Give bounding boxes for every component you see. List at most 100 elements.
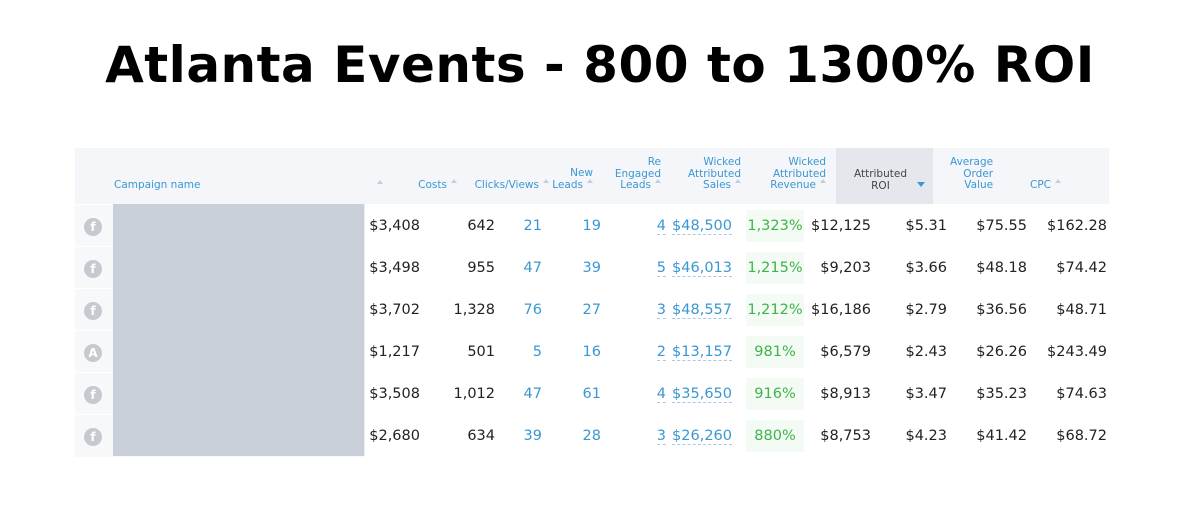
- cell-aov: $36.56: [976, 302, 1027, 318]
- cell-cpc_a: $2.79: [905, 302, 947, 318]
- cell-wicked_sales[interactable]: $48,500: [672, 205, 732, 247]
- cell-cpc_b: $48.71: [1056, 302, 1107, 318]
- col-new-leads[interactable]: New Leads: [552, 167, 593, 191]
- col-re-engaged-leads[interactable]: Re Engaged Leads: [614, 156, 661, 191]
- sort-icon: [1055, 179, 1061, 183]
- cell-wicked_sales[interactable]: $48,557: [672, 289, 732, 331]
- wicked_sales-link[interactable]: $35,650: [672, 386, 732, 403]
- cell-wicked_sales[interactable]: $46,013: [672, 247, 732, 289]
- campaign-table: Campaign name Costs Clicks/Views New Lea…: [75, 148, 1109, 457]
- facebook-icon: f: [84, 302, 102, 320]
- cell-revenue: $6,579: [820, 344, 871, 360]
- redacted-campaign-names: [113, 204, 364, 456]
- cell-aov: $35.23: [976, 386, 1027, 402]
- cell-clicks: 642: [467, 218, 495, 234]
- cell-revenue: $8,913: [820, 386, 871, 402]
- cell-clicks: 955: [467, 260, 495, 276]
- cell-views: 39: [523, 428, 542, 444]
- cell-re_engaged[interactable]: 5: [656, 247, 666, 289]
- roi-badge: 916%: [746, 378, 804, 410]
- cell-cpc_b: $74.42: [1056, 260, 1107, 276]
- roi-badge: 981%: [746, 336, 804, 368]
- cell-cpc_a: $3.47: [905, 386, 947, 402]
- page-title: Atlanta Events - 800 to 1300% ROI: [105, 36, 1095, 94]
- cell-views: 76: [523, 302, 542, 318]
- facebook-icon: f: [84, 218, 102, 236]
- cell-cpc_a: $2.43: [905, 344, 947, 360]
- cell-cpc_b: $68.72: [1056, 428, 1107, 444]
- col-costs[interactable]: Costs: [418, 179, 457, 192]
- re_engaged-link[interactable]: 2: [656, 344, 666, 361]
- cell-views: 47: [523, 386, 542, 402]
- col-clicks-views[interactable]: Clicks/Views: [475, 179, 549, 192]
- col-campaign-name[interactable]: Campaign name: [114, 179, 201, 191]
- cell-costs: $3,508: [369, 386, 420, 402]
- cell-revenue: $12,125: [811, 218, 871, 234]
- cell-revenue: $16,186: [811, 302, 871, 318]
- roi-badge: 880%: [746, 420, 804, 452]
- adwords-icon: A: [84, 344, 102, 362]
- cell-re_engaged[interactable]: 4: [656, 373, 666, 415]
- divider: [364, 204, 365, 456]
- cell-new_leads: 39: [582, 260, 601, 276]
- col-cpc[interactable]: CPC: [1030, 179, 1061, 192]
- sort-icon[interactable]: [377, 180, 383, 184]
- cell-aov: $48.18: [976, 260, 1027, 276]
- wicked_sales-link[interactable]: $48,557: [672, 302, 732, 319]
- sort-icon: [587, 178, 593, 183]
- cell-costs: $1,217: [369, 344, 420, 360]
- roi-badge: 1,212%: [746, 294, 804, 326]
- cell-aov: $26.26: [976, 344, 1027, 360]
- cell-cpc_b: $162.28: [1047, 218, 1107, 234]
- cell-clicks: 501: [467, 344, 495, 360]
- cell-costs: $2,680: [369, 428, 420, 444]
- cell-cpc_a: $4.23: [905, 428, 947, 444]
- cell-cpc_a: $3.66: [905, 260, 947, 276]
- wicked_sales-link[interactable]: $46,013: [672, 260, 732, 277]
- cell-clicks: 1,328: [453, 302, 495, 318]
- wicked_sales-link[interactable]: $48,500: [672, 218, 732, 235]
- re_engaged-link[interactable]: 3: [656, 302, 666, 319]
- col-average-order-value[interactable]: Average Order Value: [950, 156, 994, 191]
- cell-views: 21: [523, 218, 542, 234]
- sort-icon: [655, 179, 661, 183]
- col-wicked-attributed-sales[interactable]: Wicked Attributed Sales: [687, 156, 741, 191]
- cell-wicked_sales[interactable]: $13,157: [672, 331, 732, 373]
- cell-cpc_a: $5.31: [905, 218, 947, 234]
- cell-aov: $41.42: [976, 428, 1027, 444]
- col-wicked-attributed-revenue[interactable]: Wicked Attributed Revenue: [770, 156, 826, 191]
- re_engaged-link[interactable]: 5: [656, 260, 666, 277]
- table-row[interactable]: f $3,408 642 21 19 4 $48,500 $12,125 $5.31 $75.55…: [75, 204, 1109, 247]
- re_engaged-link[interactable]: 4: [656, 386, 666, 403]
- cell-wicked_sales[interactable]: $26,260: [672, 415, 732, 457]
- cell-re_engaged[interactable]: 2: [656, 331, 666, 373]
- cell-costs: $3,498: [369, 260, 420, 276]
- cell-wicked_sales[interactable]: $35,650: [672, 373, 732, 415]
- cell-revenue: $9,203: [820, 260, 871, 276]
- wicked_sales-link[interactable]: $26,260: [672, 428, 732, 445]
- cell-cpc_b: $74.63: [1056, 386, 1107, 402]
- cell-clicks: 634: [467, 428, 495, 444]
- sort-icon: [820, 179, 826, 183]
- col-attributed-roi[interactable]: Attributed ROI: [836, 148, 933, 204]
- cell-cpc_b: $243.49: [1047, 344, 1107, 360]
- facebook-icon: f: [84, 386, 102, 404]
- table-header: Campaign name Costs Clicks/Views New Lea…: [75, 148, 1109, 204]
- wicked_sales-link[interactable]: $13,157: [672, 344, 732, 361]
- cell-re_engaged[interactable]: 4: [656, 205, 666, 247]
- cell-re_engaged[interactable]: 3: [656, 415, 666, 457]
- cell-views: 5: [532, 344, 542, 360]
- cell-re_engaged[interactable]: 3: [656, 289, 666, 331]
- re_engaged-link[interactable]: 4: [656, 218, 666, 235]
- cell-new_leads: 19: [582, 218, 601, 234]
- cell-new_leads: 28: [582, 428, 601, 444]
- sort-icon: [451, 179, 457, 183]
- cell-new_leads: 16: [582, 344, 601, 360]
- roi-badge: 1,215%: [746, 252, 804, 284]
- re_engaged-link[interactable]: 3: [656, 428, 666, 445]
- sort-desc-icon: [917, 182, 925, 187]
- cell-costs: $3,702: [369, 302, 420, 318]
- facebook-icon: f: [84, 260, 102, 278]
- cell-aov: $75.55: [976, 218, 1027, 234]
- cell-new_leads: 27: [582, 302, 601, 318]
